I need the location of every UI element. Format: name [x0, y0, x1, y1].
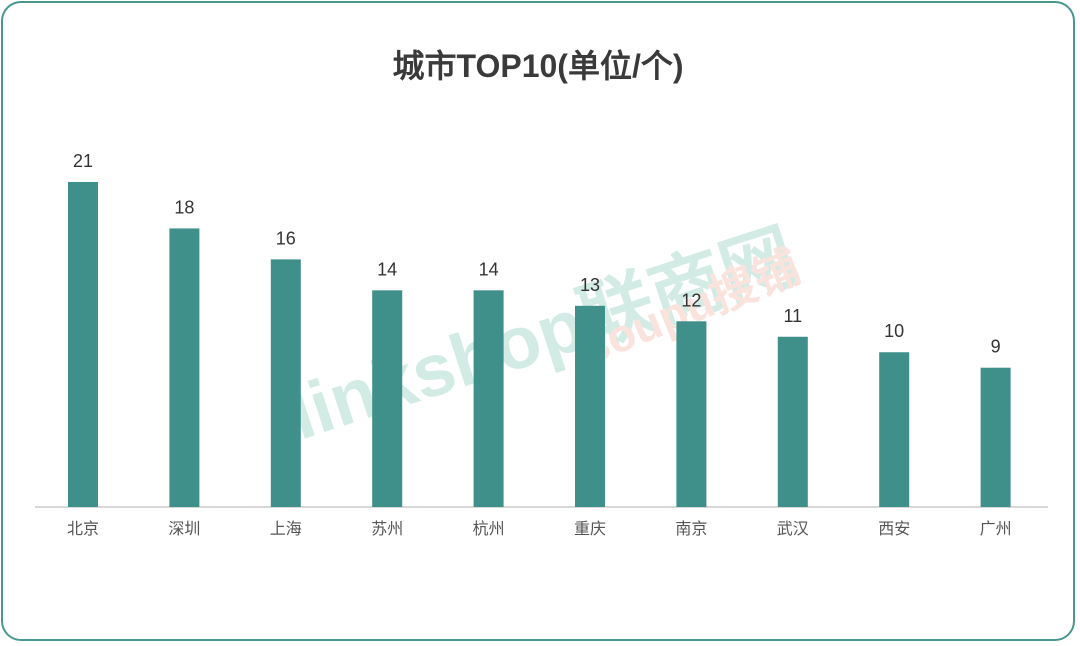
bar-3: [270, 259, 301, 507]
bar-7: [676, 321, 707, 507]
category-label-8: 武汉: [777, 519, 809, 538]
category-label-1: 北京: [67, 519, 99, 538]
watermark-linkshop: linkshop联商网: [279, 214, 805, 456]
value-label-10: 9: [991, 337, 1001, 357]
value-label-6: 13: [580, 275, 600, 295]
bar-8: [777, 336, 808, 507]
category-label-7: 南京: [675, 519, 707, 538]
category-label-2: 深圳: [168, 519, 200, 538]
category-label-9: 西安: [878, 519, 910, 538]
value-label-5: 14: [479, 259, 499, 279]
value-label-1: 21: [73, 151, 93, 171]
bar-6: [575, 305, 605, 507]
bar-2: [169, 228, 200, 507]
category-label-4: 苏州: [371, 519, 403, 538]
value-label-4: 14: [377, 259, 397, 279]
category-label-6: 重庆: [574, 519, 606, 538]
value-label-8: 11: [783, 306, 802, 326]
value-label-2: 18: [174, 197, 194, 217]
bar-10: [980, 367, 1011, 507]
watermark: linkshop联商网 soupu搜铺: [279, 214, 807, 456]
bar-9: [879, 352, 910, 507]
bar-5: [473, 290, 504, 507]
category-label-3: 上海: [270, 519, 302, 538]
value-label-9: 10: [884, 321, 904, 341]
chart-title: 城市TOP10(单位/个): [392, 48, 684, 84]
bar-4: [372, 290, 403, 507]
bar-1: [68, 182, 98, 507]
category-label-5: 杭州: [473, 519, 505, 538]
category-label-10: 广州: [980, 519, 1012, 538]
value-label-3: 16: [276, 228, 296, 248]
value-label-7: 12: [681, 290, 701, 310]
